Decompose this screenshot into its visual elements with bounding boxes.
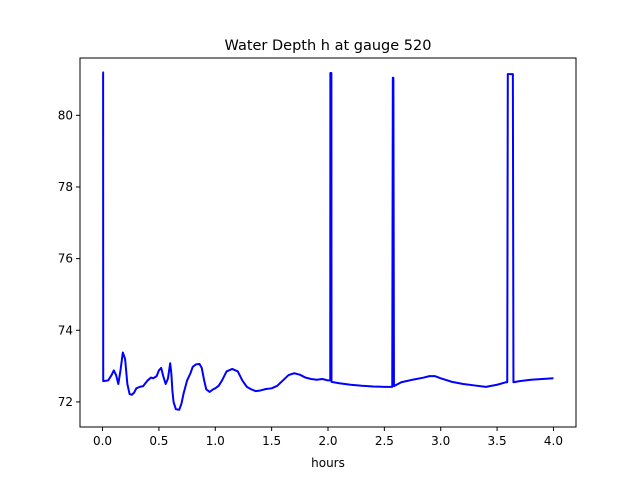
x-tick-label: 2.5 xyxy=(375,434,394,448)
x-tick-label: 0.5 xyxy=(149,434,168,448)
x-tick-label: 1.0 xyxy=(206,434,225,448)
x-tick-label: 2.0 xyxy=(318,434,337,448)
series-line xyxy=(102,71,554,411)
x-tick-label: 3.0 xyxy=(431,434,450,448)
y-tick-label: 80 xyxy=(58,108,73,122)
y-tick-label: 78 xyxy=(58,180,73,194)
chart-title: Water Depth h at gauge 520 xyxy=(225,38,432,54)
y-tick-label: 76 xyxy=(58,252,73,266)
plot-area-frame xyxy=(79,57,577,428)
x-axis-label: hours xyxy=(311,456,345,470)
y-tick-label: 72 xyxy=(58,395,73,409)
x-tick-label: 1.5 xyxy=(262,434,281,448)
y-axis-ticks: 72 74 76 78 80 xyxy=(58,108,80,409)
x-tick-label: 3.5 xyxy=(488,434,507,448)
x-tick-label: 0.0 xyxy=(93,434,112,448)
x-tick-label: 4.0 xyxy=(544,434,563,448)
y-tick-label: 74 xyxy=(58,323,73,337)
x-axis-ticks: 0.0 0.5 1.0 1.5 2.0 2.5 3.0 3.5 4.0 xyxy=(93,427,563,448)
